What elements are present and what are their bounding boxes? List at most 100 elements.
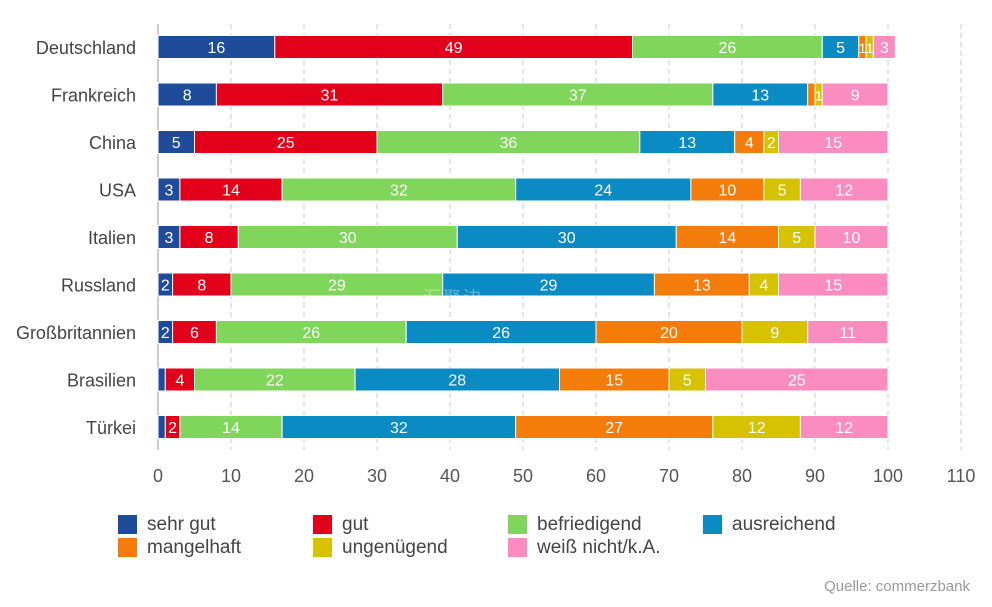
- legend-label: ungenügend: [342, 536, 448, 558]
- data-label: 49: [445, 40, 463, 57]
- data-label: 2: [161, 278, 170, 295]
- legend-label: befriedigend: [537, 513, 642, 535]
- bar-segment: [157, 415, 166, 439]
- bar-segment: [799, 415, 889, 439]
- data-label: 1: [859, 40, 867, 56]
- data-label: 12: [835, 183, 853, 200]
- data-label: 15: [824, 135, 842, 152]
- category-label: Brasilien: [67, 371, 136, 391]
- bar-segment: [821, 82, 889, 107]
- data-label: 14: [719, 230, 737, 247]
- data-label: 20: [660, 325, 678, 342]
- data-label: 8: [197, 278, 206, 295]
- legend-item: gut: [313, 513, 508, 536]
- x-tick-label: 10: [221, 466, 241, 486]
- legend-item: ausreichend: [703, 513, 898, 536]
- data-label: 15: [605, 373, 623, 390]
- category-label: Türkei: [86, 418, 136, 438]
- data-label: 11: [840, 325, 857, 342]
- data-label: 27: [605, 420, 623, 437]
- data-label: 26: [302, 325, 320, 342]
- data-label: 12: [748, 420, 766, 437]
- legend-label: sehr gut: [147, 513, 216, 535]
- x-tick-label: 80: [732, 466, 752, 486]
- data-label: 9: [770, 325, 779, 342]
- data-label: 13: [751, 88, 769, 105]
- legend-label: mangelhaft: [147, 536, 242, 558]
- legend-swatch: [703, 515, 722, 534]
- data-label: 8: [205, 230, 214, 247]
- legend-swatch: [313, 515, 332, 534]
- watermark: 汇聚边: [423, 288, 483, 308]
- legend-item: weiß nicht/k.A.: [508, 536, 703, 559]
- data-label: 32: [390, 420, 408, 437]
- x-tick-label: 0: [153, 466, 163, 486]
- legend-item: mangelhaft: [118, 536, 313, 559]
- data-label: 5: [792, 230, 801, 247]
- data-label: 2: [161, 325, 170, 342]
- legend-swatch: [313, 538, 332, 557]
- data-label: 15: [824, 278, 842, 295]
- data-label: 25: [277, 135, 295, 152]
- bar-segment: [807, 320, 889, 344]
- legend-label: ausreichend: [732, 513, 836, 535]
- legend-swatch: [508, 515, 527, 534]
- data-label: 2: [767, 135, 776, 152]
- data-label: 26: [492, 325, 510, 342]
- data-label: 3: [880, 40, 889, 57]
- data-label: 9: [851, 88, 860, 105]
- x-tick-label: 40: [440, 466, 460, 486]
- data-label: 22: [266, 373, 284, 390]
- data-label: 5: [683, 373, 692, 390]
- data-label: 2: [168, 420, 177, 437]
- bar-segment: [778, 272, 889, 297]
- data-label: 32: [390, 183, 408, 200]
- data-label: 24: [594, 183, 612, 200]
- data-label: 14: [222, 183, 240, 200]
- legend-item: ungenügend: [313, 536, 508, 559]
- x-tick-label: 70: [659, 466, 679, 486]
- legend-item: befriedigend: [508, 513, 703, 536]
- bar-segment: [705, 367, 889, 392]
- legend-label: weiß nicht/k.A.: [537, 536, 661, 558]
- data-label: 10: [719, 183, 737, 200]
- data-label: 5: [778, 183, 787, 200]
- data-label: 5: [172, 135, 181, 152]
- category-label: Deutschland: [36, 38, 136, 58]
- x-tick-label: 20: [294, 466, 314, 486]
- data-label: 25: [788, 373, 806, 390]
- data-label: 14: [222, 420, 240, 437]
- data-label: 12: [835, 420, 853, 437]
- data-label: 3: [164, 230, 173, 247]
- data-label: 30: [339, 230, 357, 247]
- legend-swatch: [118, 538, 137, 557]
- category-label: China: [89, 133, 137, 153]
- x-tick-label: 50: [513, 466, 533, 486]
- data-label: 8: [183, 88, 192, 105]
- source-note: Quelle: commerzbank: [824, 578, 970, 595]
- data-label: 26: [719, 40, 737, 57]
- data-label: 6: [190, 325, 199, 342]
- x-tick-label: 30: [367, 466, 387, 486]
- bar-segment: [872, 35, 896, 59]
- data-label: 29: [540, 278, 558, 295]
- x-tick-label: 110: [947, 466, 976, 486]
- category-label: Großbritannien: [16, 323, 136, 343]
- data-label: 28: [448, 373, 466, 390]
- data-label: 13: [678, 135, 696, 152]
- bar-segment: [778, 130, 889, 154]
- data-label: 36: [500, 135, 518, 152]
- data-label: 4: [745, 135, 754, 152]
- legend-swatch: [508, 538, 527, 557]
- x-tick-label: 90: [805, 466, 825, 486]
- legend-item: sehr gut: [118, 513, 313, 536]
- category-label: Frankreich: [51, 86, 136, 106]
- data-label: 37: [569, 88, 587, 105]
- data-label: 4: [759, 278, 768, 295]
- data-label: 3: [164, 183, 173, 200]
- data-label: 10: [843, 230, 861, 247]
- category-label: USA: [99, 181, 136, 201]
- data-label: 5: [836, 40, 845, 57]
- data-label: 1: [815, 88, 823, 104]
